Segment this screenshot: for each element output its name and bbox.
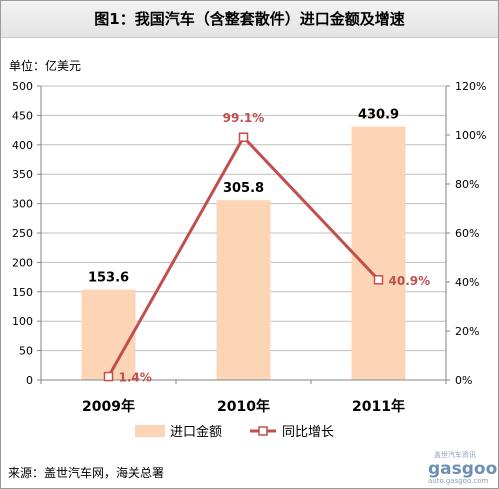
- bar: [351, 126, 406, 380]
- y-left-tick-label: 450: [12, 109, 33, 122]
- y-right-tick-label: 100%: [455, 129, 486, 142]
- y-left-tick-label: 100: [12, 315, 33, 328]
- legend-line-marker: [258, 426, 268, 436]
- growth-marker: [103, 371, 114, 382]
- growth-value-label: 1.4%: [119, 371, 152, 385]
- legend-bar-swatch: [135, 425, 165, 437]
- growth-value-label: 99.1%: [223, 111, 265, 125]
- bar-value-label: 305.8: [223, 181, 264, 196]
- y-left-tick-label: 50: [19, 345, 33, 358]
- growth-marker: [373, 275, 384, 285]
- y-left-tick-label: 200: [12, 256, 33, 269]
- y-left-tick-label: 250: [12, 227, 33, 240]
- legend-bar-label: 进口金额: [170, 424, 222, 440]
- watermark-top-text: 盖世汽车资讯: [434, 451, 476, 459]
- growth-marker: [238, 132, 249, 142]
- y-right-tick-label: 80%: [455, 178, 479, 191]
- bar-value-label: 153.6: [88, 271, 129, 286]
- chart-title: 图1：我国汽车（含整套散件）进口金额及增速: [94, 10, 405, 28]
- x-category-label: 2009年: [82, 398, 135, 415]
- legend-line-label: 同比增长: [282, 425, 334, 440]
- watermark-brand: gasgoo: [428, 459, 498, 479]
- y-left-tick-label: 350: [12, 168, 33, 181]
- y-right-tick-label: 20%: [455, 325, 479, 338]
- bar-value-label: 430.9: [358, 108, 399, 123]
- y-right-tick-label: 120%: [455, 80, 486, 93]
- bar: [81, 289, 136, 380]
- bar: [216, 200, 271, 380]
- unit-label: 单位：亿美元: [9, 59, 82, 73]
- source-note: 来源：盖世汽车网，海关总署: [8, 466, 165, 480]
- y-left-tick-label: 300: [12, 198, 33, 211]
- x-category-label: 2010年: [217, 398, 270, 415]
- y-right-tick-label: 60%: [455, 227, 479, 240]
- y-left-tick-label: 0: [26, 374, 33, 387]
- x-category-label: 2011年: [352, 398, 405, 415]
- y-left-tick-label: 150: [12, 286, 33, 299]
- watermark-url: auto.gasgoo.com: [428, 477, 489, 485]
- y-right-tick-label: 40%: [455, 276, 479, 289]
- y-left-tick-label: 400: [12, 139, 33, 152]
- title-bar: [1, 1, 498, 38]
- y-right-tick-label: 0%: [455, 374, 472, 387]
- gasgoo-watermark: 盖世汽车资讯 gasgoo auto.gasgoo.com: [414, 450, 498, 485]
- growth-value-label: 40.9%: [389, 274, 431, 288]
- y-left-tick-label: 500: [12, 80, 33, 93]
